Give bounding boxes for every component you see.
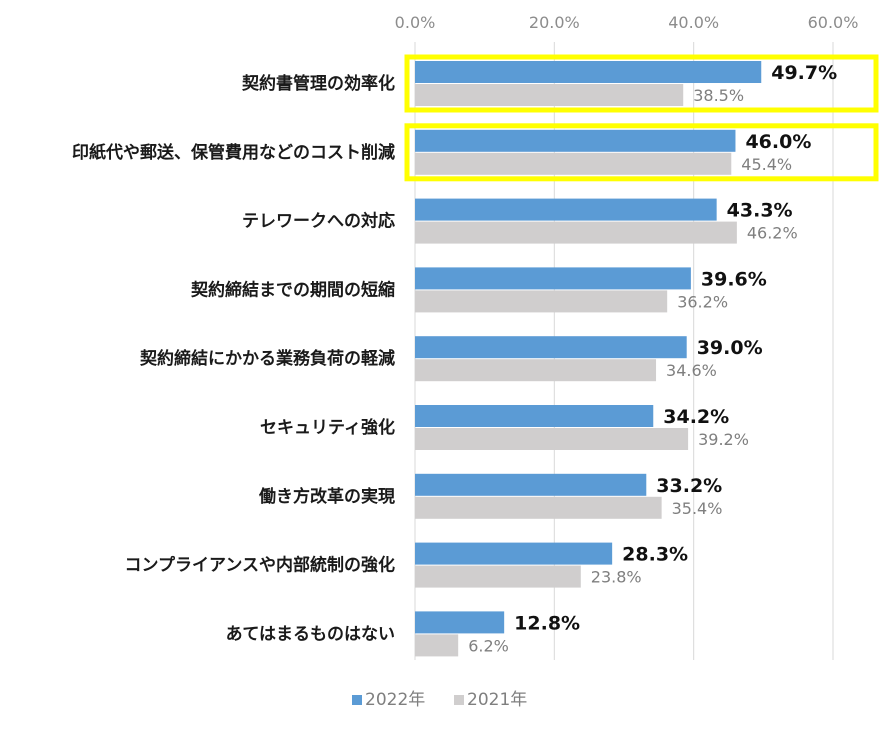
legend-swatch <box>352 695 362 705</box>
data-label-2022: 39.0% <box>697 337 763 359</box>
category-label: テレワークへの対応 <box>242 211 395 232</box>
bar-2022 <box>415 611 505 634</box>
bar-2022 <box>415 542 613 565</box>
data-label-2022: 12.8% <box>514 612 580 634</box>
x-tick-label: 20.0% <box>529 13 580 32</box>
legend-swatch <box>454 695 464 705</box>
category-label: あてはまるものはない <box>226 624 395 644</box>
bar-2021 <box>415 84 684 106</box>
legend: 2022年 2021年 <box>352 690 527 710</box>
data-label-2021: 35.4% <box>672 499 723 518</box>
data-label-2022: 49.7% <box>771 62 837 84</box>
data-label-2022: 28.3% <box>622 544 688 566</box>
category-label: セキュリティ強化 <box>260 417 395 438</box>
bar-2022 <box>415 336 687 359</box>
data-label-2021: 45.4% <box>741 155 792 174</box>
data-label-2022: 34.2% <box>663 406 729 428</box>
category-labels: 契約書管理の効率化印紙代や郵送、保管費用などのコスト削減テレワークへの対応契約締… <box>72 73 395 644</box>
bar-2022 <box>415 473 647 496</box>
bar-2021 <box>415 152 732 175</box>
x-axis-ticks: 0.0% 20.0% 40.0% 60.0% <box>395 13 859 32</box>
bar-2021 <box>415 359 657 382</box>
x-tick-label: 0.0% <box>395 13 436 32</box>
bar-2021 <box>415 634 459 657</box>
legend-label: 2022年 <box>365 690 425 710</box>
data-label-2021: 38.5% <box>693 86 744 105</box>
bar-2021 <box>415 428 689 450</box>
category-label: コンプライアンスや内部統制の強化 <box>125 555 395 576</box>
data-label-2021: 34.6% <box>666 361 717 380</box>
category-label: 契約締結までの期間の短縮 <box>190 279 395 300</box>
bars <box>415 61 762 657</box>
data-label-2021: 6.2% <box>468 636 509 655</box>
data-label-2021: 39.2% <box>698 430 749 449</box>
bar-2022 <box>415 198 717 221</box>
bar-2022 <box>415 405 654 427</box>
bar-2021 <box>415 565 581 588</box>
x-tick-label: 60.0% <box>808 13 859 32</box>
data-label-2022: 33.2% <box>656 475 722 497</box>
bar-2022 <box>415 61 762 83</box>
data-label-2021: 46.2% <box>747 224 798 243</box>
category-label: 契約締結にかかる業務負荷の軽減 <box>139 348 395 369</box>
legend-label: 2021年 <box>467 690 527 710</box>
data-labels: 49.7% 38.5% 46.0% 45.4% 43.3% 46.2% 39.6% 36.2%… <box>468 62 837 655</box>
highlight-box <box>404 123 879 182</box>
bar-2022 <box>415 129 736 152</box>
highlight-boxes <box>404 54 879 182</box>
category-label: 契約書管理の効率化 <box>241 73 395 94</box>
data-label-2022: 43.3% <box>727 200 793 222</box>
x-tick-label: 40.0% <box>668 13 719 32</box>
data-label-2022: 39.6% <box>701 268 767 290</box>
bar-2021 <box>415 221 737 244</box>
highlight-box <box>404 54 879 113</box>
category-label: 印紙代や郵送、保管費用などのコスト削減 <box>72 142 395 163</box>
bar-2021 <box>415 290 668 313</box>
data-label-2022: 46.0% <box>745 131 811 153</box>
data-label-2021: 36.2% <box>677 292 728 311</box>
category-label: 働き方改革の実現 <box>258 486 395 507</box>
data-label-2021: 23.8% <box>591 568 642 587</box>
bar-2022 <box>415 267 691 290</box>
bar-2021 <box>415 496 662 519</box>
